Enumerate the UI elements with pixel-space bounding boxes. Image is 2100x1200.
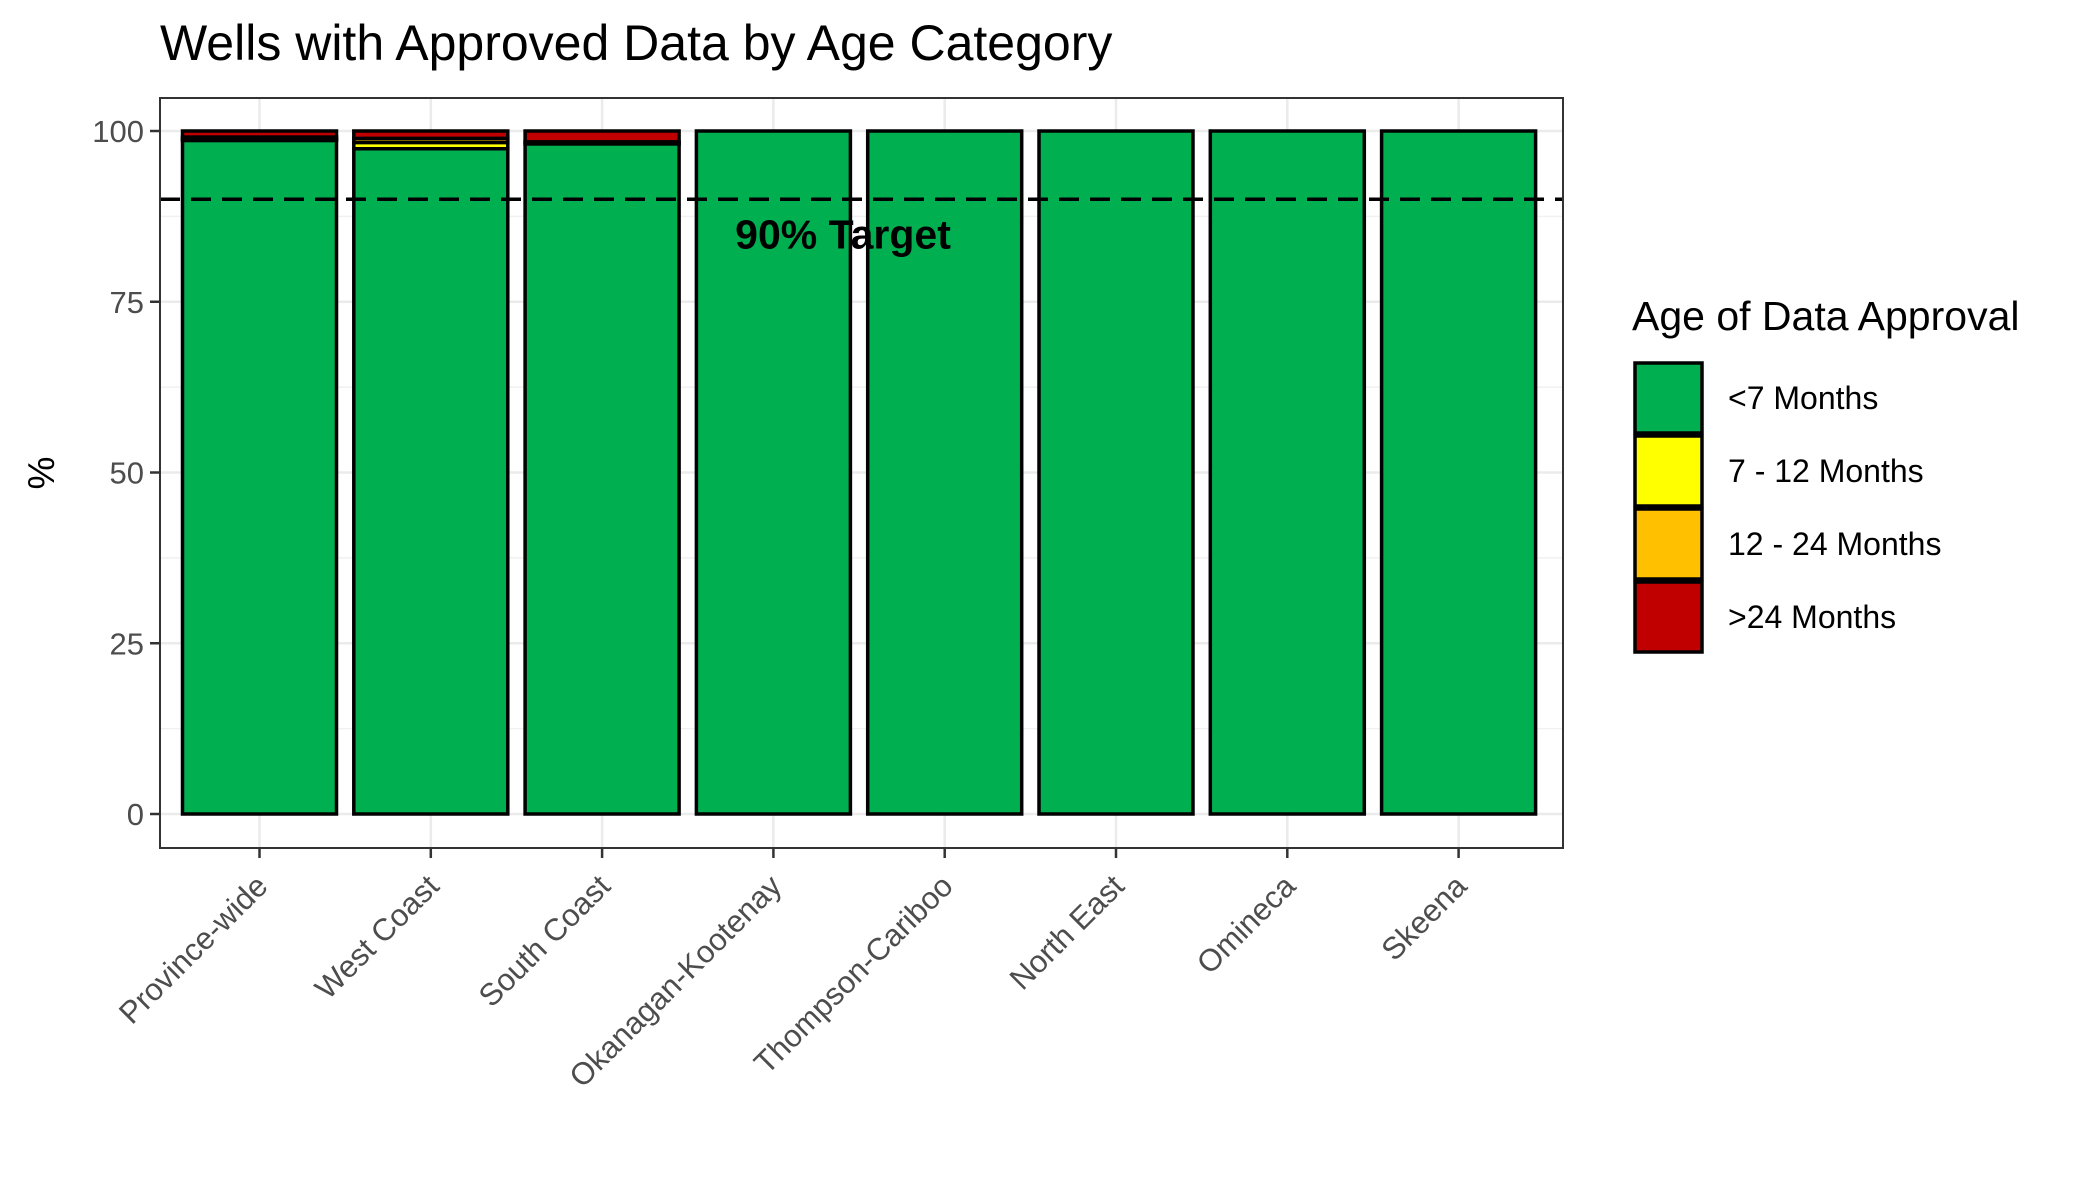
y-tick-label: 25 — [110, 626, 144, 661]
x-tick-label: North East — [1003, 868, 1132, 997]
x-tick-label: Skeena — [1374, 868, 1474, 968]
legend-key — [1633, 580, 1704, 654]
y-axis-title: % — [21, 457, 62, 490]
y-tick-label: 100 — [92, 114, 144, 149]
x-tick-label: Omineca — [1190, 868, 1303, 981]
x-tick-label: West Coast — [308, 868, 446, 1006]
x-axis: Province-wide West Coast South CoastOkanag… — [112, 848, 1474, 1094]
legend: <7 Months 7 - 12 Months 12 - 24 Months >24 … — [1633, 361, 1941, 654]
legend-key — [1633, 507, 1704, 581]
legend-key — [1633, 361, 1704, 435]
y-tick-label: 75 — [110, 285, 144, 320]
legend-label: >24 Months — [1728, 599, 1896, 635]
target-label: 90% Target — [735, 211, 951, 257]
legend-key — [1633, 434, 1704, 508]
bar-thompson-cariboo-seg-0 — [865, 129, 1024, 816]
legend-label: 7 - 12 Months — [1728, 453, 1924, 489]
bar-north-east-seg-0 — [1037, 129, 1195, 816]
x-tick-label: South Coast — [472, 868, 618, 1014]
legend-label: <7 Months — [1728, 380, 1878, 416]
y-tick-label: 50 — [110, 456, 144, 491]
bar-okanagan-kootenay-seg-0 — [694, 129, 853, 816]
bar-province-wide-seg-0 — [180, 138, 339, 816]
legend-title: Age of Data Approval — [1632, 293, 2019, 339]
bar-skeena-seg-0 — [1379, 129, 1538, 816]
bars — [180, 129, 1538, 816]
bar-omineca-seg-0 — [1208, 129, 1367, 816]
x-tick-label: Province-wide — [112, 868, 274, 1030]
bar-south-coast-seg-0 — [523, 142, 681, 816]
y-axis: 0 25 50 75 100 — [92, 114, 160, 832]
legend-label: 12 - 24 Months — [1728, 526, 1941, 562]
chart-title: Wells with Approved Data by Age Category — [160, 15, 1112, 71]
bar-west-coast-seg-0 — [352, 147, 510, 816]
y-tick-label: 0 — [127, 797, 144, 832]
